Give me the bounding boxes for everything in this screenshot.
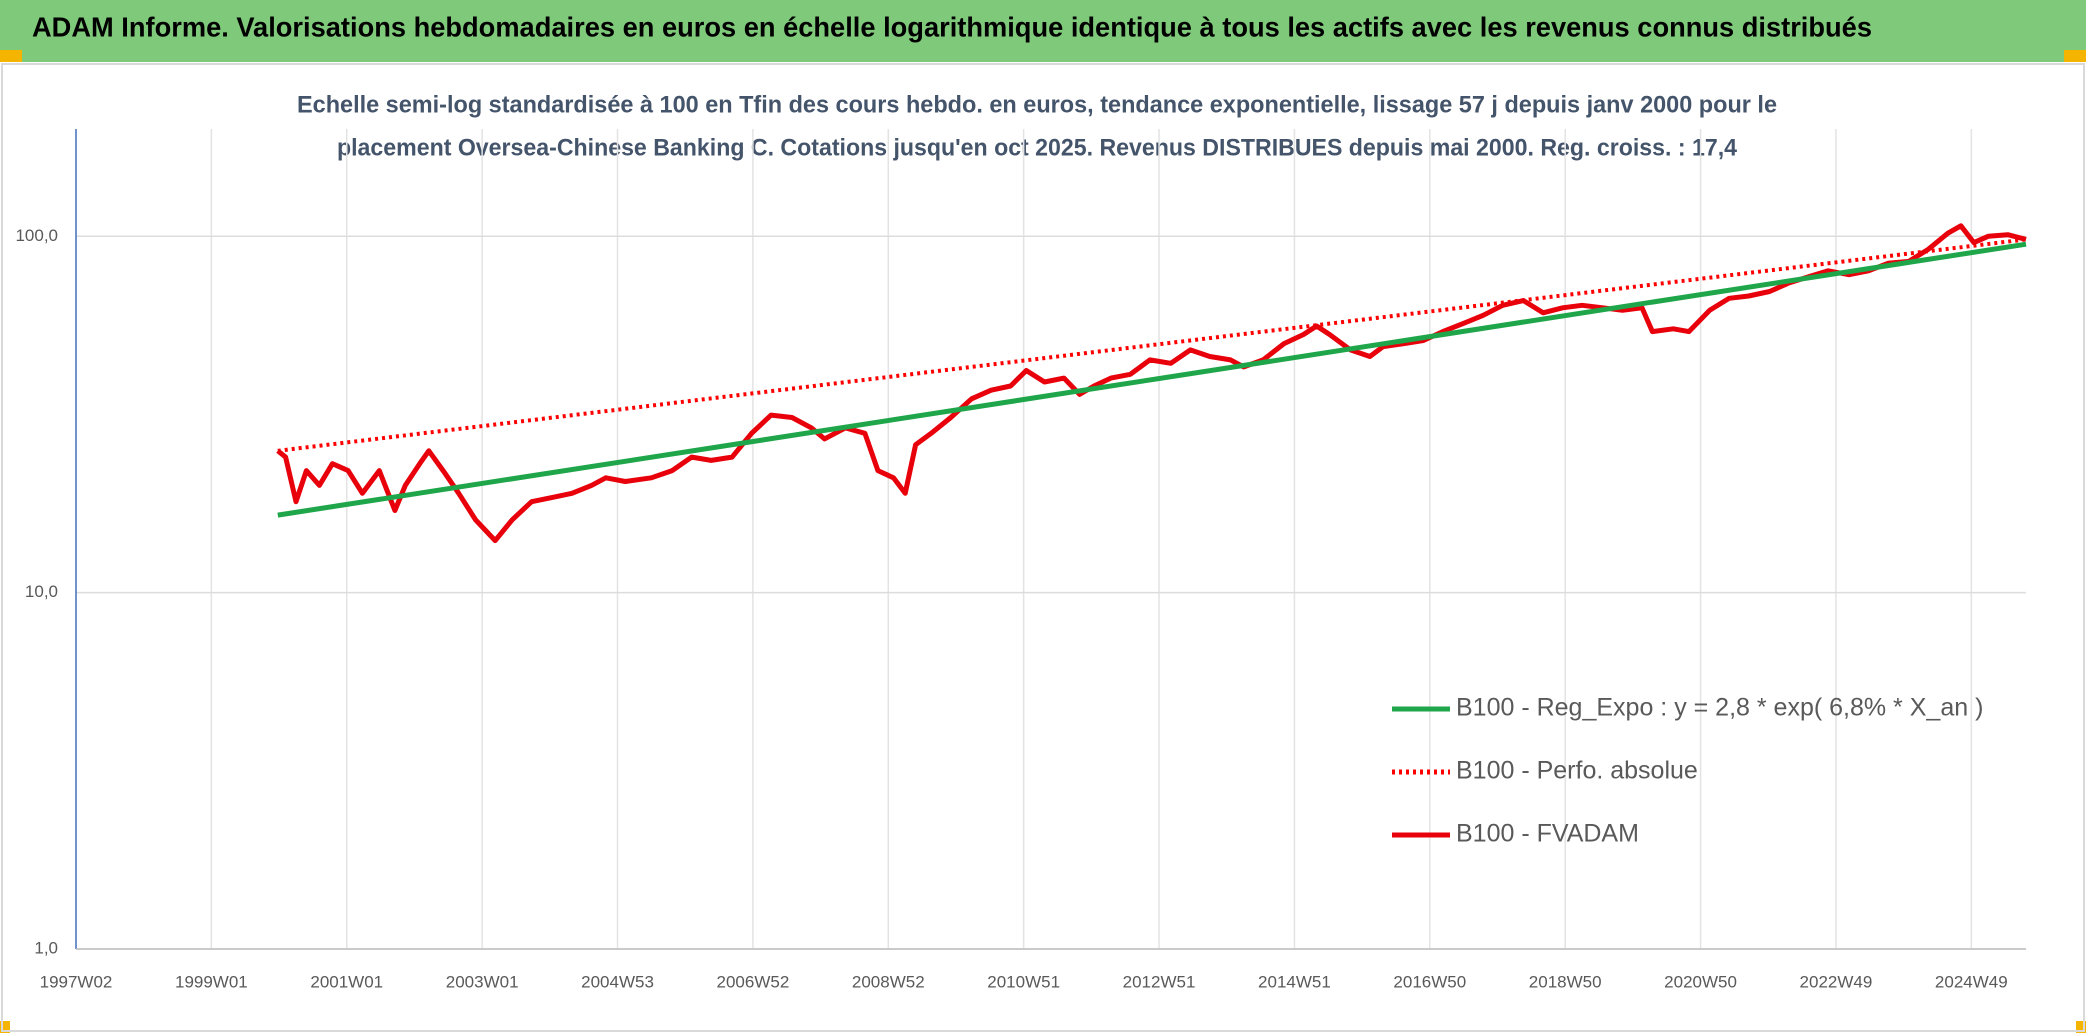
x-tick-label: 2008W52 [852, 972, 925, 991]
chart-title: ADAM Informe. Valorisations hebdomadaire… [32, 11, 1872, 42]
corner [2076, 1021, 2086, 1033]
x-tick-label: 2012W51 [1123, 972, 1196, 991]
x-tick-label: 2010W51 [987, 972, 1060, 991]
y-tick-label: 1,0 [34, 938, 58, 957]
corner [0, 1021, 10, 1033]
corner [0, 50, 22, 62]
x-tick-label: 2018W50 [1529, 972, 1602, 991]
x-tick-label: 2020W50 [1664, 972, 1737, 991]
x-tick-label: 2006W52 [717, 972, 790, 991]
y-tick-label: 10,0 [25, 582, 58, 601]
data-line [277, 241, 2027, 518]
x-tick-label: 2004W53 [581, 972, 654, 991]
x-tick-label: 2014W51 [1258, 972, 1331, 991]
x-tick-label: 2003W01 [446, 972, 519, 991]
chart-subtitle: placement Oversea-Chinese Banking C. Cot… [337, 134, 1738, 161]
x-tick-label: 1997W02 [40, 972, 113, 991]
legend-label: B100 - FVADAM [1456, 820, 1639, 848]
x-tick-label: 2016W50 [1393, 972, 1466, 991]
x-tick-label: 1999W01 [175, 972, 248, 991]
data-line [276, 223, 2027, 544]
x-tick-label: 2001W01 [310, 972, 383, 991]
header-bar [0, 0, 2086, 62]
x-tick-label: 2022W49 [1800, 972, 1873, 991]
chart-border [1, 63, 2085, 1032]
corner [2064, 50, 2086, 62]
chart-subtitle: Echelle semi-log standardisée à 100 en T… [297, 91, 1777, 118]
legend-label: B100 - Perfo. absolue [1456, 757, 1698, 785]
legend-label: B100 - Reg_Expo : y = 2,8 * exp( 6,8% * … [1456, 694, 1983, 722]
y-tick-label: 100,0 [15, 226, 58, 245]
x-tick-label: 2024W49 [1935, 972, 2008, 991]
